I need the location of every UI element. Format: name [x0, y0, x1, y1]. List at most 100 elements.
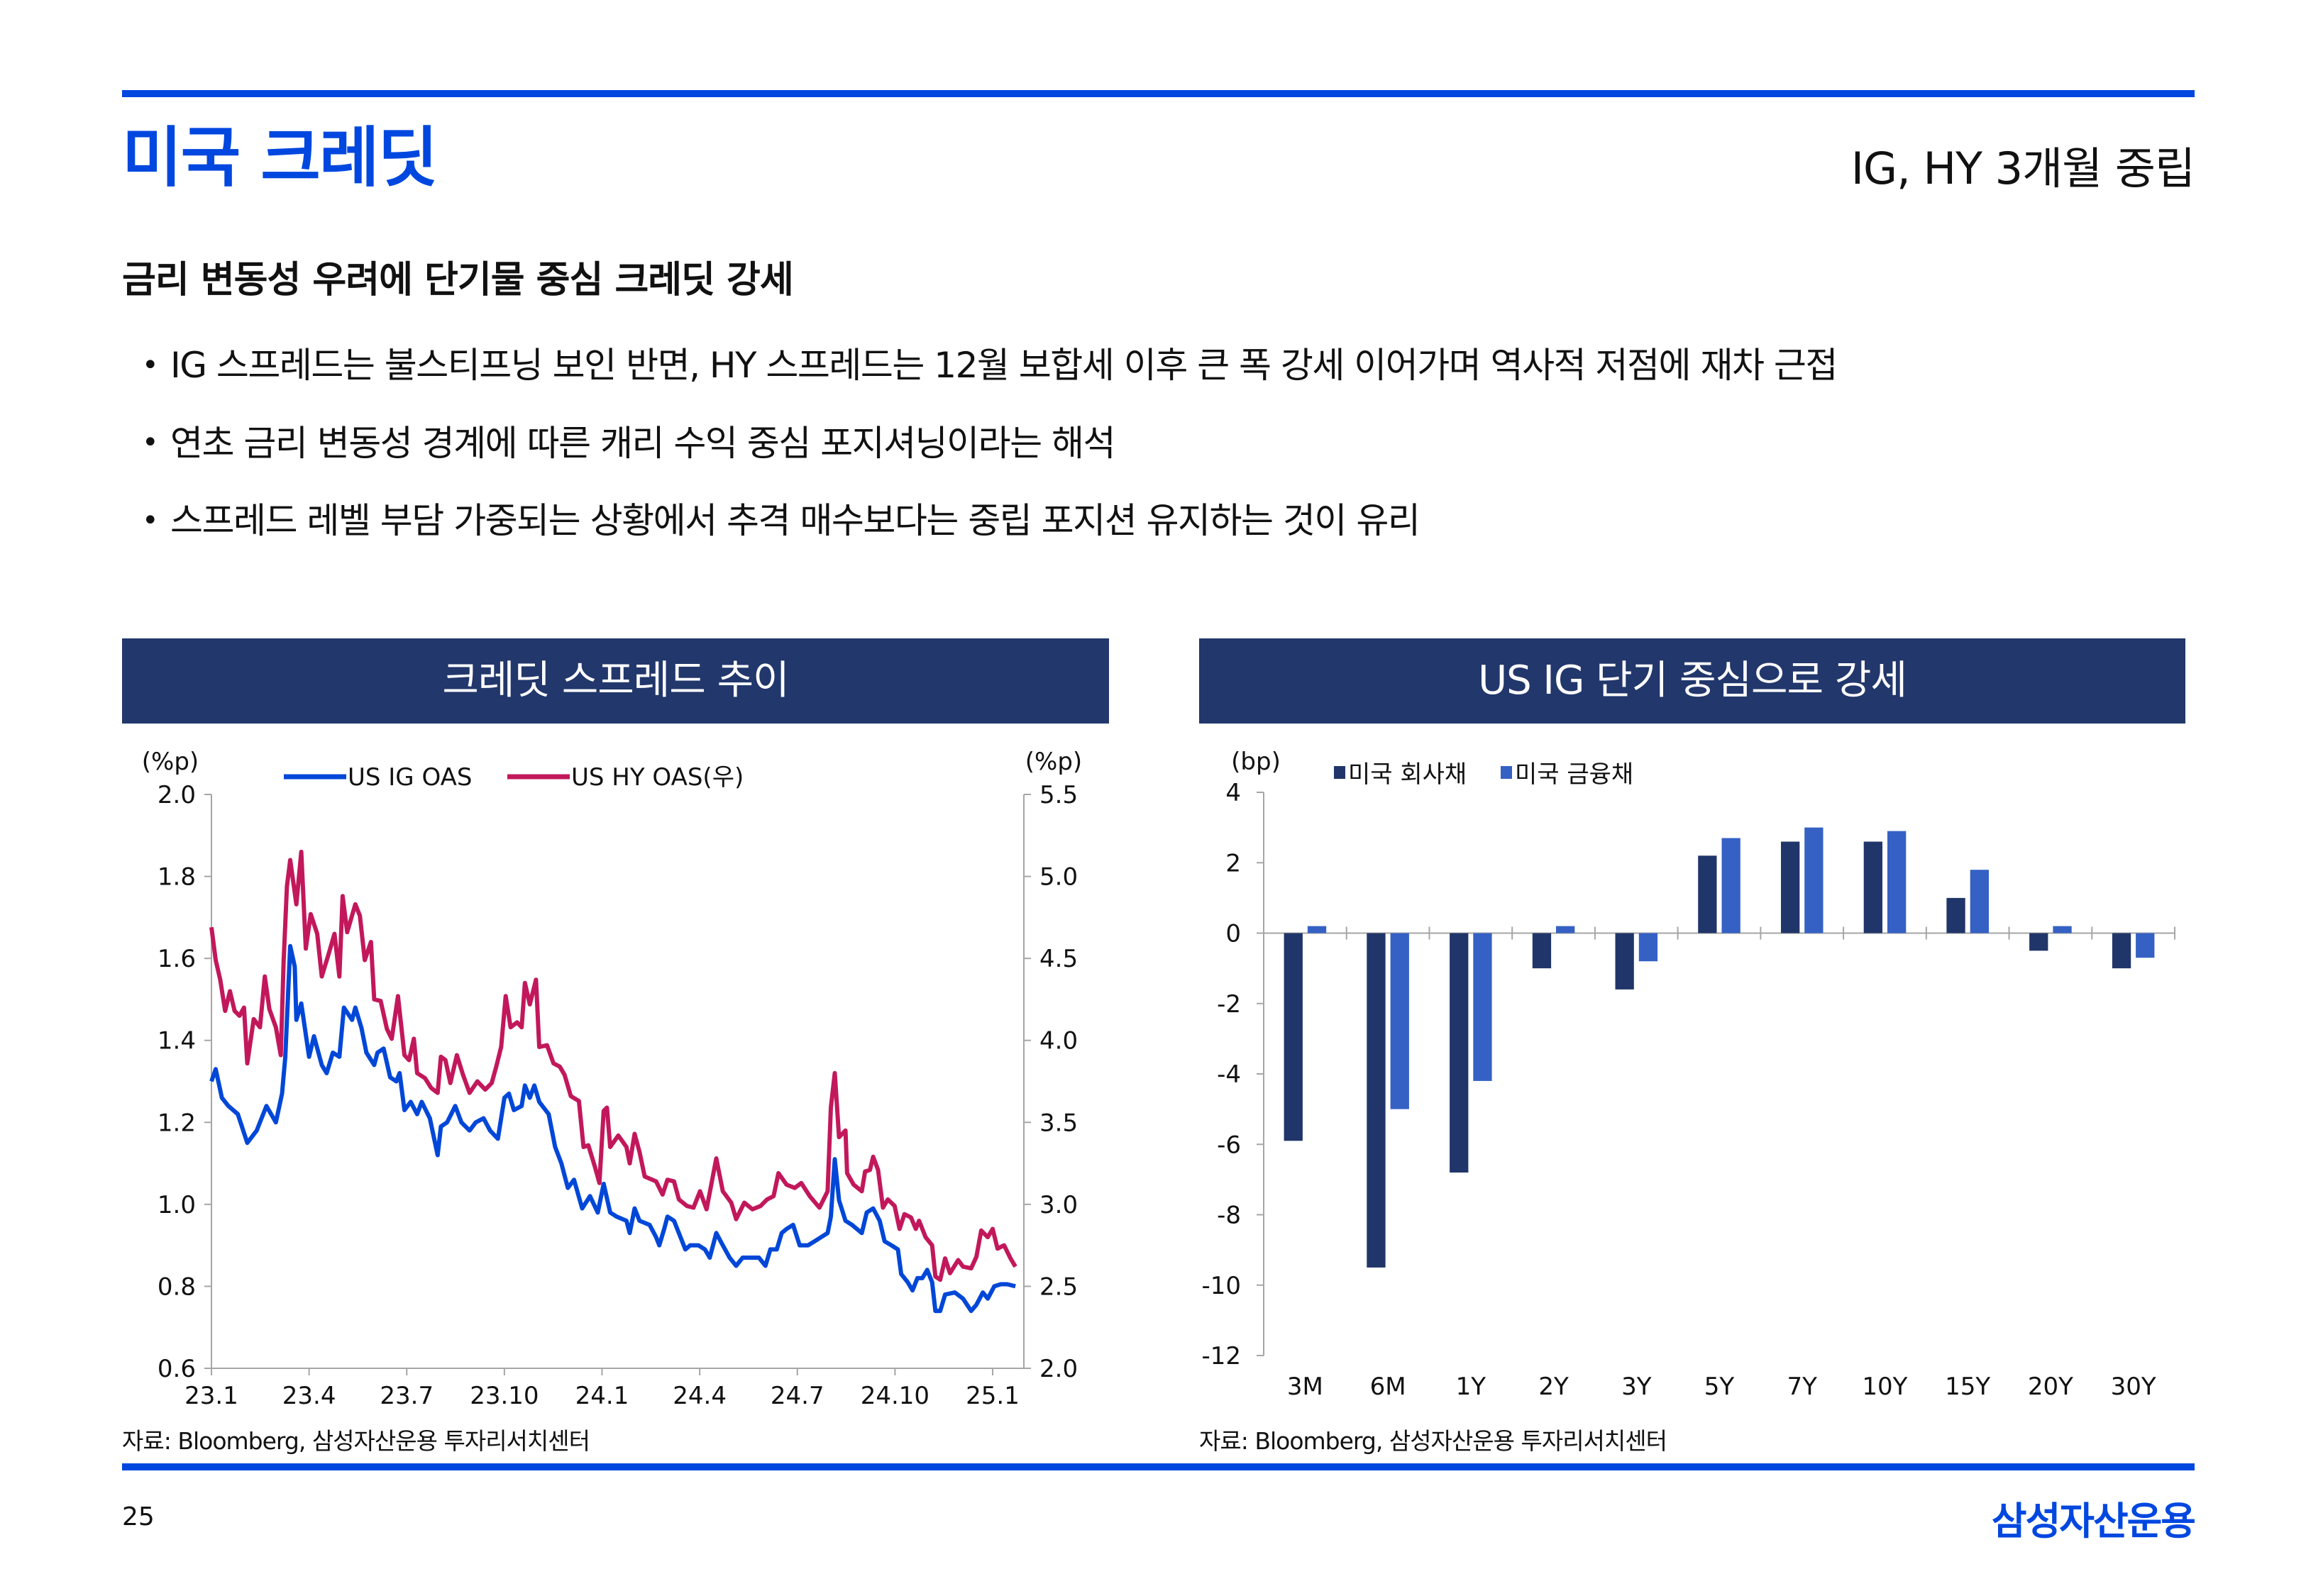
bottom-rule	[122, 1463, 2195, 1470]
page-number: 25	[122, 1502, 155, 1531]
y-tick-label-right: 2.0	[1039, 1355, 1078, 1383]
x-tick-label: 23.10	[470, 1382, 539, 1410]
x-tick-label: 10Y	[1862, 1373, 1907, 1401]
x-tick-label: 5Y	[1704, 1373, 1735, 1401]
right-chart-source: 자료: Bloomberg, 삼성자산운용 투자리서치센터	[1199, 1427, 1667, 1455]
series-line-us-hy-oas	[209, 849, 1017, 1282]
x-tick-label: 3Y	[1621, 1373, 1652, 1401]
x-tick-label: 24.7	[771, 1382, 824, 1410]
legend-swatch-fin	[1501, 766, 1512, 779]
legend: 미국 회사채 미국 금융채	[1334, 760, 1633, 789]
y-tick-label: 0	[1225, 920, 1241, 948]
left-chart-source: 자료: Bloomberg, 삼성자산운용 투자리서치센터	[122, 1427, 590, 1455]
y-tick-label-left: 1.0	[158, 1191, 196, 1219]
bullet-item: • IG 스프레드는 불스티프닝 보인 반면, HY 스프레드는 12월 보합세 …	[142, 328, 1838, 406]
legend-label-corp: 미국 회사채	[1348, 760, 1467, 789]
x-tick-label: 25.1	[966, 1382, 1020, 1410]
legend-swatch-corp	[1334, 766, 1345, 779]
right-chart-title: US IG 단기 중심으로 강세	[1199, 638, 2185, 724]
y-tick-label-left: 1.4	[158, 1027, 196, 1055]
bar-financial-10y	[1887, 831, 1907, 933]
ig-curve-bar-chart: (bp) 미국 회사채 미국 금융채 -12 -10 -8 -6 -4 -2 0 2 4 3M 6M…	[1201, 748, 2175, 1401]
bar-financial-3m	[1307, 926, 1327, 933]
y-tick-label: 2	[1225, 849, 1241, 877]
y-tick-label-right: 4.5	[1039, 945, 1078, 973]
y-tick-label: -2	[1217, 990, 1241, 1019]
x-tick-label: 7Y	[1787, 1373, 1818, 1401]
y-tick-label-right: 3.5	[1039, 1109, 1078, 1137]
x-tick-label: 24.10	[861, 1382, 929, 1410]
page-title: 미국 크레딧	[122, 120, 438, 196]
x-tick-label: 23.1	[184, 1382, 238, 1410]
left-chart-title: 크레딧 스프레드 추이	[122, 638, 1109, 724]
stance-label: IG, HY 3개월 중립	[1850, 143, 2195, 194]
company-logo: 삼성자산운용	[1991, 1499, 2196, 1544]
y-tick-label-right: 2.5	[1039, 1273, 1078, 1301]
y-tick-label: -10	[1201, 1272, 1241, 1300]
x-tick-label: 24.1	[575, 1382, 629, 1410]
bar-corporate-10y	[1863, 841, 1882, 933]
y-tick-label-left: 2.0	[158, 781, 196, 809]
y-tick-label: -12	[1201, 1342, 1241, 1370]
y-tick-label: -4	[1217, 1060, 1241, 1089]
top-rule	[122, 90, 2195, 97]
bar-corporate-1y	[1450, 933, 1469, 1173]
y-tick-label-right: 5.0	[1039, 863, 1078, 892]
bar-corporate-2y	[1532, 933, 1552, 969]
bar-financial-20y	[2053, 926, 2072, 933]
bar-financial-30y	[2136, 933, 2155, 958]
credit-spread-line-chart: (%p) (%p) US IG OAS US HY OAS(우) 0.6 0.8 1…	[142, 748, 1082, 1410]
bar-financial-6m	[1390, 933, 1409, 1109]
bullet-icon: •	[142, 426, 159, 459]
y-axis-unit-right: (%p)	[1025, 748, 1082, 776]
x-tick-label: 20Y	[2028, 1373, 2073, 1401]
bar-financial-5y	[1721, 838, 1740, 933]
bullet-text: IG 스프레드는 불스티프닝 보인 반면, HY 스프레드는 12월 보합세 이…	[170, 345, 1838, 386]
legend-label-ig: US IG OAS	[348, 763, 472, 792]
summary-heading: 금리 변동성 우려에 단기물 중심 크레딧 강세	[122, 259, 794, 301]
legend-label-hy: US HY OAS(우)	[571, 763, 744, 792]
bullet-item: • 스프레드 레벨 부담 가중되는 상황에서 추격 매수보다는 중립 포지션 유지…	[142, 483, 1837, 561]
y-axis-unit: (bp)	[1231, 748, 1281, 776]
bar-corporate-30y	[2112, 933, 2131, 969]
bullet-text: 스프레드 레벨 부담 가중되는 상황에서 추격 매수보다는 중립 포지션 유지하…	[170, 500, 1420, 541]
bullet-icon: •	[142, 504, 159, 537]
y-tick-label-right: 4.0	[1039, 1027, 1078, 1055]
y-tick-label-left: 0.8	[158, 1273, 196, 1301]
x-tick-label: 6M	[1370, 1373, 1406, 1401]
bar-corporate-3m	[1284, 933, 1303, 1141]
bar-corporate-3y	[1615, 933, 1634, 990]
bar-corporate-15y	[1946, 897, 1965, 933]
summary-bullets: • IG 스프레드는 불스티프닝 보인 반면, HY 스프레드는 12월 보합세 …	[142, 328, 1838, 561]
legend-label-fin: 미국 금융채	[1515, 760, 1633, 789]
y-tick-label-left: 0.6	[158, 1355, 196, 1383]
x-tick-label: 1Y	[1456, 1373, 1486, 1401]
y-tick-label: 4	[1225, 779, 1241, 807]
y-tick-label: -6	[1217, 1131, 1241, 1159]
bar-corporate-6m	[1367, 933, 1386, 1268]
bar-financial-1y	[1473, 933, 1492, 1081]
bar-corporate-20y	[2029, 933, 2048, 951]
legend: US IG OAS US HY OAS(우)	[284, 763, 744, 792]
y-axis-unit-left: (%p)	[142, 748, 199, 776]
x-tick-label: 2Y	[1538, 1373, 1569, 1401]
x-tick-label: 30Y	[2111, 1373, 2156, 1401]
y-tick-label-left: 1.6	[158, 945, 196, 973]
x-tick-label: 23.4	[282, 1382, 336, 1410]
x-tick-label: 24.4	[673, 1382, 727, 1410]
bar-financial-7y	[1804, 827, 1824, 933]
y-tick-label: -8	[1217, 1202, 1241, 1230]
x-tick-label: 23.7	[380, 1382, 434, 1410]
bar-corporate-7y	[1781, 841, 1800, 933]
y-tick-label-left: 1.8	[158, 863, 196, 892]
y-tick-label-left: 1.2	[158, 1109, 196, 1137]
bar-financial-15y	[1970, 870, 1989, 933]
x-tick-label: 15Y	[1945, 1373, 1990, 1401]
series-line-us-ig-oas	[209, 943, 1016, 1314]
x-tick-label: 3M	[1287, 1373, 1323, 1401]
bullet-text: 연초 금리 변동성 경계에 따른 캐리 수익 중심 포지셔닝이라는 해석	[170, 422, 1116, 464]
bar-financial-2y	[1556, 926, 1575, 933]
bullet-icon: •	[142, 348, 159, 382]
bar-corporate-5y	[1698, 855, 1717, 933]
y-tick-label-right: 3.0	[1039, 1191, 1078, 1219]
